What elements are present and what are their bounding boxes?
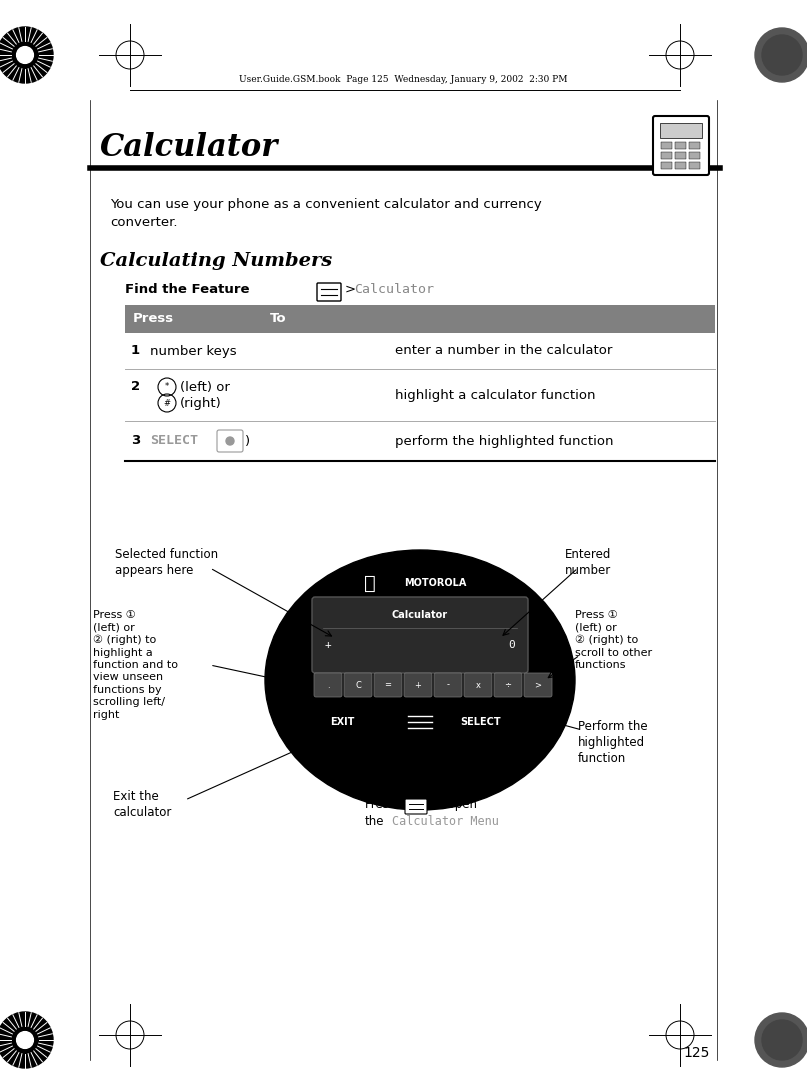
FancyBboxPatch shape xyxy=(434,673,462,697)
Text: Press ①
(left) or
② (right) to
highlight a
function and to
view unseen
functions: Press ① (left) or ② (right) to highlight… xyxy=(93,610,178,719)
Bar xyxy=(689,162,700,169)
Bar xyxy=(661,162,672,169)
Ellipse shape xyxy=(265,551,575,809)
Text: >: > xyxy=(345,283,361,296)
Text: Calculator: Calculator xyxy=(392,610,448,620)
FancyBboxPatch shape xyxy=(344,673,372,697)
FancyBboxPatch shape xyxy=(374,673,402,697)
Text: number keys: number keys xyxy=(150,345,236,358)
Bar xyxy=(661,152,672,159)
Circle shape xyxy=(755,28,807,82)
Circle shape xyxy=(226,437,234,445)
Text: enter a number in the calculator: enter a number in the calculator xyxy=(395,345,613,358)
Bar xyxy=(675,162,686,169)
Text: ÷: ÷ xyxy=(504,680,512,690)
Text: Ⓜ: Ⓜ xyxy=(364,573,376,593)
FancyBboxPatch shape xyxy=(404,673,432,697)
Circle shape xyxy=(0,27,53,83)
Text: 2: 2 xyxy=(131,381,140,394)
Text: SELECT: SELECT xyxy=(150,434,198,447)
Text: You can use your phone as a convenient calculator and currency: You can use your phone as a convenient c… xyxy=(110,198,541,211)
FancyBboxPatch shape xyxy=(317,283,341,301)
Circle shape xyxy=(17,47,33,63)
Text: 3: 3 xyxy=(131,434,140,447)
Text: MOTOROLA: MOTOROLA xyxy=(404,578,466,588)
FancyBboxPatch shape xyxy=(494,673,522,697)
Bar xyxy=(125,305,715,333)
Text: to open: to open xyxy=(432,798,477,811)
Circle shape xyxy=(755,1013,807,1067)
Text: converter.: converter. xyxy=(110,217,178,228)
Text: 1: 1 xyxy=(131,345,140,358)
Bar xyxy=(660,123,702,138)
Text: ): ) xyxy=(245,434,250,447)
Bar xyxy=(675,152,686,159)
Text: 125: 125 xyxy=(684,1046,710,1060)
Text: SELECT: SELECT xyxy=(460,717,500,727)
FancyBboxPatch shape xyxy=(405,799,427,814)
Text: Calculating Numbers: Calculating Numbers xyxy=(100,252,332,270)
Bar xyxy=(675,143,686,149)
Text: To: To xyxy=(270,312,286,325)
FancyBboxPatch shape xyxy=(217,430,243,452)
Text: the: the xyxy=(365,815,384,828)
Text: #: # xyxy=(164,398,170,408)
Text: User.Guide.GSM.book  Page 125  Wednesday, January 9, 2002  2:30 PM: User.Guide.GSM.book Page 125 Wednesday, … xyxy=(239,75,568,84)
Circle shape xyxy=(0,1012,53,1068)
FancyBboxPatch shape xyxy=(314,673,342,697)
Text: Selected function
appears here: Selected function appears here xyxy=(115,548,218,577)
Text: (left) or: (left) or xyxy=(180,381,230,394)
Text: Press ①
(left) or
② (right) to
scroll to other
functions: Press ① (left) or ② (right) to scroll to… xyxy=(575,610,652,670)
Text: (right): (right) xyxy=(180,396,222,409)
FancyBboxPatch shape xyxy=(464,673,492,697)
Bar xyxy=(689,143,700,149)
Text: Find the Feature: Find the Feature xyxy=(125,283,249,296)
Text: Calculator Menu: Calculator Menu xyxy=(392,815,499,828)
Text: -: - xyxy=(446,680,449,690)
Text: Entered
number: Entered number xyxy=(565,548,612,577)
Text: >: > xyxy=(534,680,541,690)
FancyBboxPatch shape xyxy=(653,116,709,175)
Text: perform the highlighted function: perform the highlighted function xyxy=(395,434,613,447)
Text: EXIT: EXIT xyxy=(330,717,354,727)
Text: +: + xyxy=(415,680,421,690)
Text: Press: Press xyxy=(365,798,396,811)
Circle shape xyxy=(762,35,802,75)
Text: highlight a calculator function: highlight a calculator function xyxy=(395,388,596,401)
Text: .: . xyxy=(327,680,329,690)
Text: Calculator: Calculator xyxy=(354,283,434,296)
Text: Press: Press xyxy=(133,312,174,325)
Text: Exit the
calculator: Exit the calculator xyxy=(113,790,171,819)
Circle shape xyxy=(762,1021,802,1060)
Bar xyxy=(689,152,700,159)
FancyBboxPatch shape xyxy=(312,597,528,673)
Text: Perform the
highlighted
function: Perform the highlighted function xyxy=(578,720,648,765)
Text: C: C xyxy=(355,680,361,690)
Text: 0: 0 xyxy=(508,640,515,650)
Text: =: = xyxy=(384,680,391,690)
Text: +: + xyxy=(325,640,332,650)
Text: *: * xyxy=(165,383,169,392)
Circle shape xyxy=(17,1031,33,1049)
FancyBboxPatch shape xyxy=(524,673,552,697)
Text: x: x xyxy=(475,680,480,690)
Text: Calculator: Calculator xyxy=(100,132,278,163)
Bar xyxy=(661,143,672,149)
